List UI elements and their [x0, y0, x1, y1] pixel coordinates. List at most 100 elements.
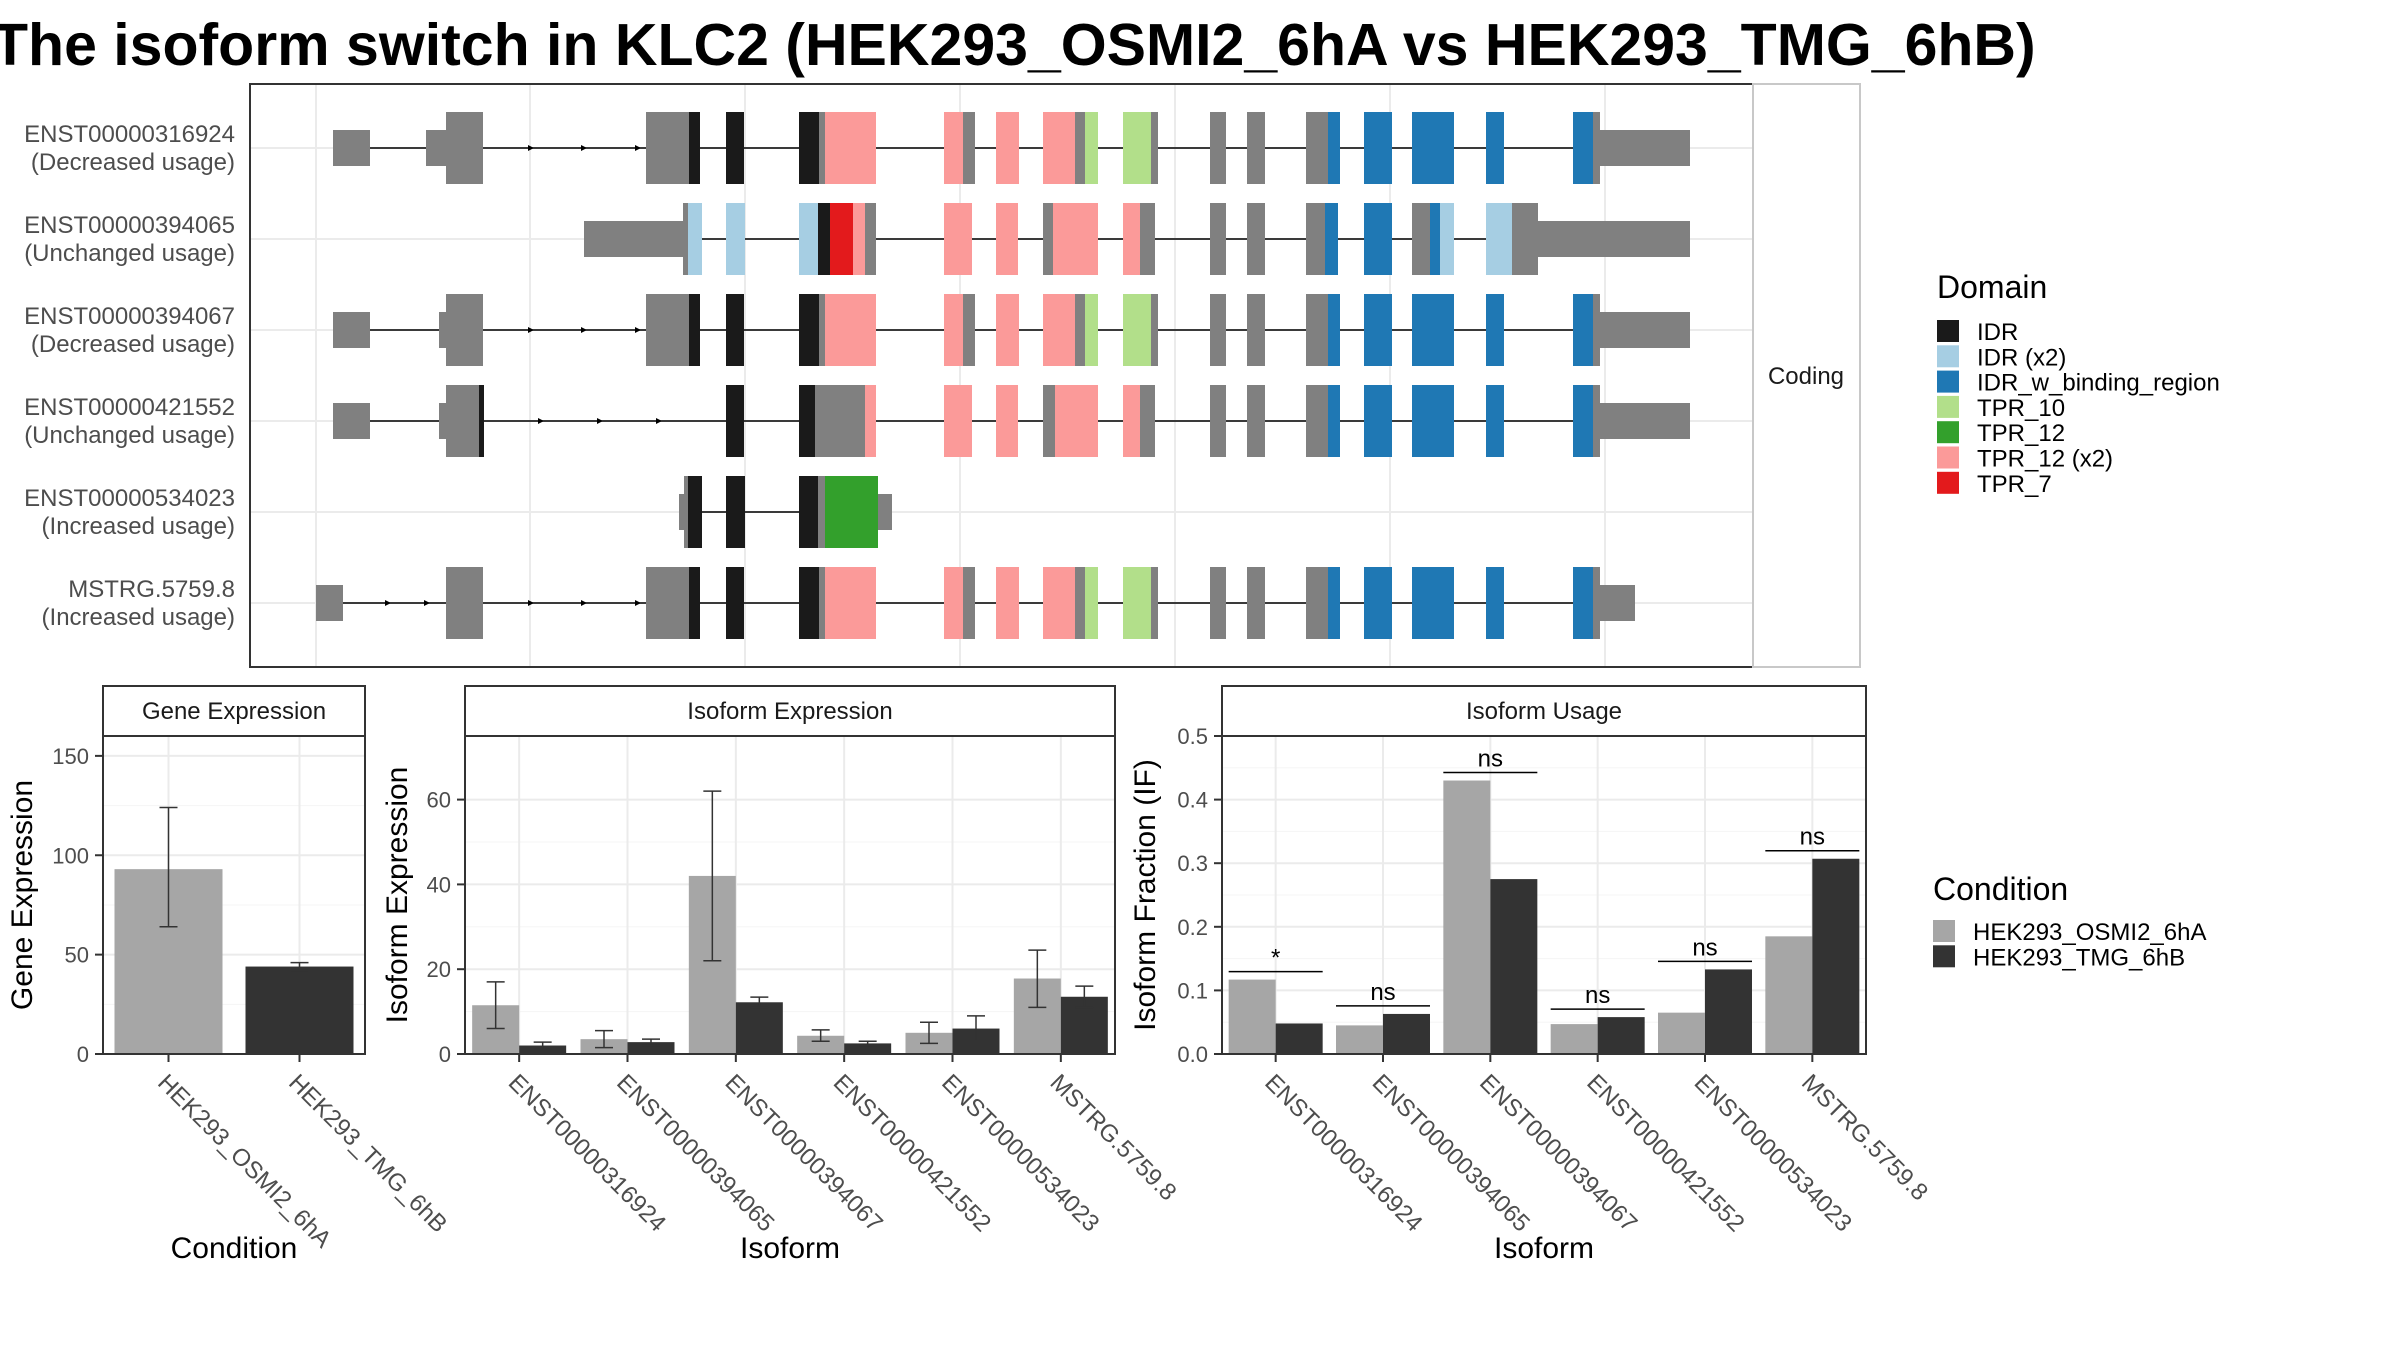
y-axis-title: Isoform Fraction (IF) [1129, 759, 1162, 1031]
significance-label: ns [1692, 934, 1717, 961]
exon-block [1306, 567, 1328, 639]
y-tick-label: 100 [52, 843, 89, 868]
exon-block [689, 294, 700, 366]
bar [1705, 969, 1752, 1054]
exon-block [1043, 112, 1075, 184]
transcript-track-6 [316, 567, 1635, 639]
exon-block [996, 203, 1018, 275]
x-axis-title: Condition [171, 1232, 298, 1265]
bar [1658, 1012, 1705, 1054]
exon-block [1364, 112, 1392, 184]
exon-block [799, 294, 819, 366]
exon-block [1075, 112, 1085, 184]
transcript-usage-label: (Decreased usage) [31, 149, 235, 176]
direction-arrow [581, 600, 587, 606]
panel-strip [102, 685, 366, 737]
bar [1443, 780, 1491, 1054]
panel-title: Gene Expression [142, 698, 326, 725]
chart-panel-3: Isoform Usage * ns ns ns ns ns 0.0 0.1 0.2 0.3 0.4 0… [1129, 685, 1933, 1265]
legend-swatch [1937, 395, 1959, 418]
exon-block [799, 385, 815, 457]
legend-condition-item: HEK293_TMG_6hB [1973, 944, 2185, 971]
legend-domain-item: TPR_10 [1977, 395, 2065, 422]
exon-block [865, 385, 876, 457]
exon-block [726, 112, 744, 184]
exon-block [1573, 112, 1593, 184]
exon-block [815, 385, 865, 457]
exon-block [1328, 294, 1340, 366]
exon-block [1123, 203, 1140, 275]
exon-block [1306, 294, 1328, 366]
exon-block [825, 112, 876, 184]
exon-block [1486, 385, 1504, 457]
exon-block [1043, 385, 1055, 457]
y-tick-label: 40 [427, 872, 451, 897]
exon-block [1440, 203, 1454, 275]
transcript-track-4 [333, 385, 1690, 457]
exon-block [1123, 294, 1151, 366]
exon-block [1055, 385, 1098, 457]
exon-block [1151, 112, 1158, 184]
direction-arrow [385, 600, 391, 606]
exon-block [1412, 294, 1454, 366]
exon-block [333, 312, 370, 348]
exon-block [944, 294, 963, 366]
exon-block [1247, 385, 1265, 457]
direction-arrow [597, 418, 603, 424]
transcript-id-label: MSTRG.5759.8 [68, 576, 235, 603]
direction-arrow [635, 600, 641, 606]
exon-block [1075, 294, 1085, 366]
exon-block [1123, 385, 1140, 457]
exon-block [1600, 130, 1690, 166]
exon-block [446, 385, 479, 457]
exon-block [1210, 567, 1226, 639]
y-tick-label: 0.1 [1177, 978, 1208, 1003]
exon-block [963, 112, 975, 184]
exon-block [865, 203, 876, 275]
exon-block [1151, 294, 1158, 366]
exon-block [944, 385, 972, 457]
y-tick-label: 0.4 [1177, 788, 1208, 813]
exon-block [1123, 567, 1151, 639]
bar [519, 1045, 567, 1054]
direction-arrow [581, 145, 587, 151]
legend-swatch [1937, 345, 1959, 368]
direction-arrow [528, 145, 534, 151]
chart-panel-2: Isoform Expression0204060ENST00000316924… [381, 685, 1182, 1265]
transcript-track-3 [333, 294, 1690, 366]
exon-block [799, 112, 819, 184]
page-title: The isoform switch in KLC2 (HEK293_OSMI2… [0, 12, 2036, 78]
exon-block [1210, 112, 1226, 184]
exon-block [333, 403, 370, 439]
transcript-id-label: ENST00000394065 [24, 212, 235, 239]
y-axis-title: Gene Expression [6, 780, 39, 1010]
exon-block [853, 203, 865, 275]
exon-block [1328, 112, 1340, 184]
facet-strip [1752, 83, 1861, 668]
exon-block [963, 294, 975, 366]
exon-block [1573, 294, 1593, 366]
transcript-id-label: ENST00000534023 [24, 485, 235, 512]
legend-swatch [1933, 920, 1955, 942]
bar [735, 1002, 783, 1054]
exon-block [1430, 203, 1440, 275]
exon-block [646, 112, 689, 184]
direction-arrow [635, 145, 641, 151]
exon-block [1247, 294, 1265, 366]
exon-block [683, 203, 688, 275]
panel-title: Isoform Expression [687, 698, 892, 725]
y-tick-label: 0.0 [1177, 1042, 1208, 1067]
exon-block [1140, 203, 1155, 275]
legend-domain-item: IDR [1977, 319, 2018, 346]
exon-block [996, 567, 1019, 639]
exon-block [646, 294, 689, 366]
exon-block [825, 567, 876, 639]
exon-block [1210, 385, 1226, 457]
direction-arrow [581, 327, 587, 333]
exon-block [1573, 567, 1593, 639]
direction-arrow [656, 418, 662, 424]
exon-block [726, 203, 745, 275]
y-tick-label: 50 [65, 943, 89, 968]
exon-block [1593, 112, 1600, 184]
